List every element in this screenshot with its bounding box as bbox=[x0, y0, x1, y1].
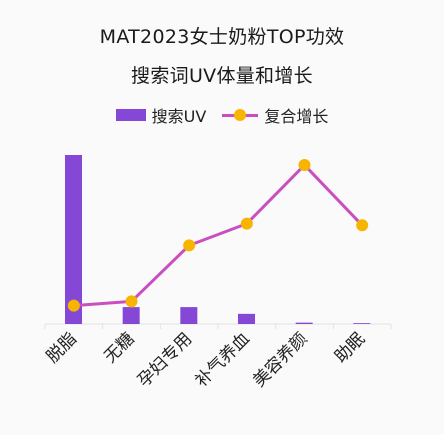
x-tick-label: 无糖 bbox=[100, 329, 138, 367]
x-tick-label: 美容养颜 bbox=[249, 329, 311, 391]
x-tick-label: 补气养血 bbox=[192, 329, 254, 391]
bar-助眠 bbox=[353, 323, 371, 324]
legend-bar-swatch bbox=[115, 109, 146, 121]
growth-point-助眠 bbox=[356, 219, 369, 232]
legend-label-growth: 复合增长 bbox=[264, 107, 329, 126]
growth-line bbox=[73, 163, 364, 308]
bar-孕妇专用 bbox=[180, 307, 198, 324]
legend-item-growth[interactable]: 复合增长 bbox=[222, 103, 328, 127]
growth-point-补气养血 bbox=[240, 217, 253, 230]
growth-point-美容养颜 bbox=[298, 159, 311, 172]
legend-line-swatch bbox=[222, 108, 259, 122]
bar-补气养血 bbox=[238, 313, 255, 324]
chart-title: MAT2023女士奶粉TOP功效 bbox=[99, 26, 345, 48]
chart-subtitle: 搜索词UV体量和增长 bbox=[131, 65, 313, 87]
bar-无糖 bbox=[122, 307, 140, 324]
chart-legend: 搜索UV 复合增长 bbox=[0, 103, 444, 127]
growth-point-无糖 bbox=[125, 295, 138, 308]
x-tick-label: 孕妇专用 bbox=[134, 329, 196, 391]
bar-脱脂 bbox=[65, 155, 82, 324]
legend-item-search-uv[interactable]: 搜索UV bbox=[115, 103, 207, 127]
growth-point-孕妇专用 bbox=[183, 239, 196, 252]
legend-label-search-uv: 搜索UV bbox=[151, 107, 207, 126]
bar-美容养颜 bbox=[295, 322, 313, 324]
x-tick-label: 脱脂 bbox=[43, 329, 81, 367]
x-tick-label: 助眠 bbox=[331, 329, 369, 367]
growth-point-脱脂 bbox=[67, 299, 80, 312]
